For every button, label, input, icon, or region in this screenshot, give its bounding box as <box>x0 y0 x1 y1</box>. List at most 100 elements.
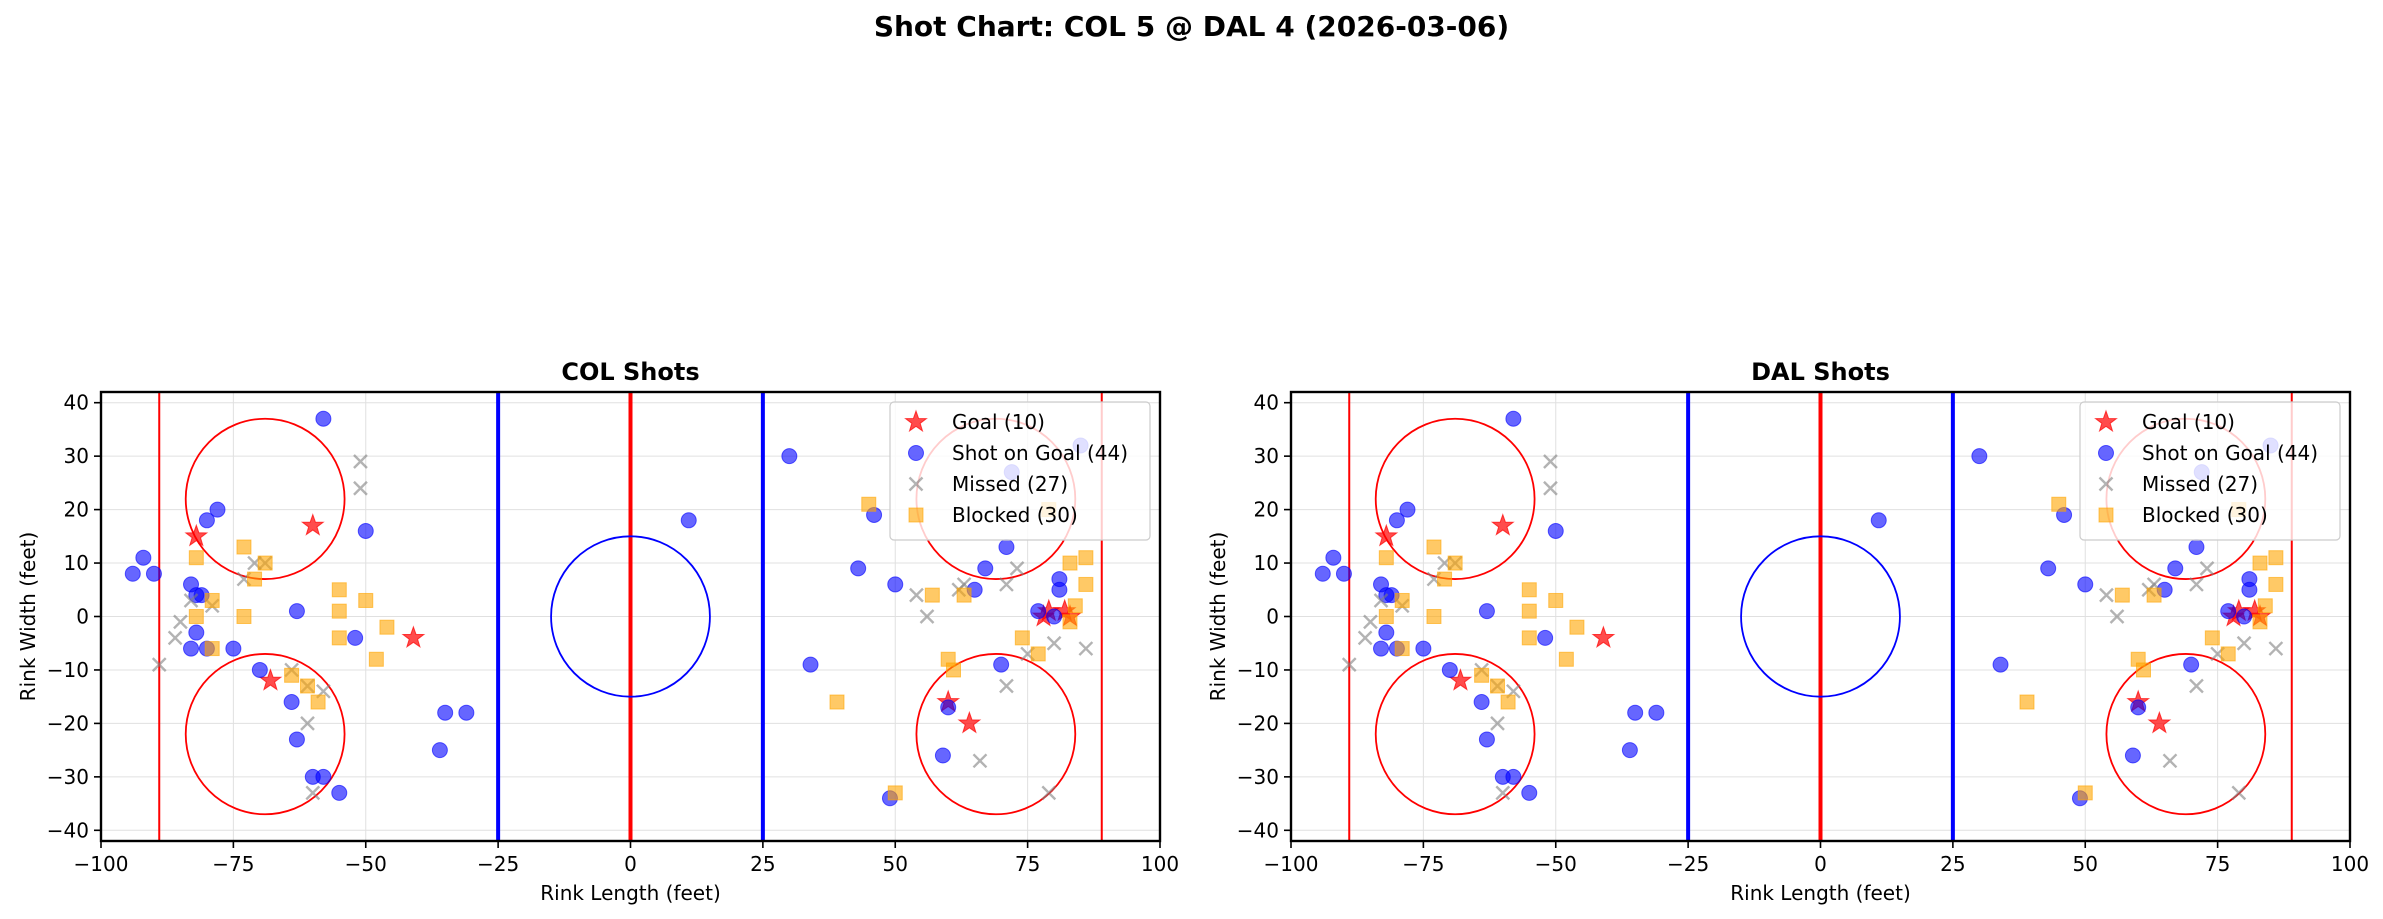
y-tick-label: 30 <box>1254 444 1279 468</box>
missed-marker <box>999 678 1014 694</box>
x-tick-label: −50 <box>1535 852 1577 876</box>
legend-label: Goal (10) <box>952 410 1045 434</box>
goal-legend-marker <box>2094 409 2118 433</box>
shot-on-goal-marker <box>431 742 448 759</box>
missed-marker <box>1543 480 1558 496</box>
shot-on-goal-marker <box>315 768 332 785</box>
blocked-marker <box>1062 614 1078 630</box>
blocked-marker <box>1014 630 1030 646</box>
blocked-marker <box>829 694 845 710</box>
shot-on-goal-legend-marker <box>908 445 924 461</box>
shot-on-goal-marker <box>357 522 374 539</box>
blocked-marker <box>1521 603 1537 619</box>
faceoff-circle <box>1374 417 1536 580</box>
x-tick-label: 50 <box>2073 852 2098 876</box>
shot-on-goal-marker <box>1399 501 1416 518</box>
blocked-marker <box>236 609 252 624</box>
legend-label: Blocked (30) <box>952 503 1078 527</box>
shot-on-goal-marker <box>998 539 1015 556</box>
missed-marker <box>300 716 315 731</box>
x-tick-label: 75 <box>2205 852 2230 876</box>
goal-marker <box>2147 710 2172 734</box>
shot-on-goal-marker <box>2241 571 2258 588</box>
goal-legend-marker <box>904 409 928 433</box>
shot-on-goal-marker <box>2183 656 2200 673</box>
blocked-marker <box>1378 550 1394 566</box>
legend-label: Blocked (30) <box>2142 503 2268 527</box>
blocked-marker <box>1067 598 1083 614</box>
missed-marker <box>183 593 199 608</box>
blocked-marker <box>945 662 961 678</box>
blocked-marker <box>257 555 273 571</box>
shot-on-goal-marker <box>288 731 305 748</box>
shot-on-goal-marker <box>934 747 951 764</box>
y-tick-label: 30 <box>64 444 89 468</box>
missed-marker <box>1543 454 1558 469</box>
goal-marker <box>184 523 209 547</box>
blocked-marker <box>1078 550 1094 566</box>
y-axis-label: Rink Width (feet) <box>16 532 40 702</box>
missed-marker <box>1490 716 1505 731</box>
x-tick-label: −100 <box>74 852 129 876</box>
shot-on-goal-marker <box>1521 784 1538 801</box>
y-tick-label: 20 <box>64 498 89 522</box>
x-axis-label: Rink Length (feet) <box>1730 881 1911 905</box>
shot-on-goal-marker <box>1046 608 1063 625</box>
blocked-marker <box>2135 662 2151 678</box>
missed-marker <box>1341 657 1357 672</box>
missed-marker <box>2231 785 2247 801</box>
missed-marker <box>167 630 183 646</box>
blocked-marker <box>284 667 300 683</box>
plot-panel-1: −100 −75 −50 −25 0 25 50 75 100−40−30−20−1001020… <box>16 358 1179 905</box>
shot-on-goal-marker <box>2188 539 2205 556</box>
blocked-marker <box>1062 555 1078 571</box>
legend: Goal (10) Shot on Goal (44) Missed (27) Blo… <box>889 401 1151 541</box>
missed-marker <box>151 657 167 672</box>
blocked-marker <box>247 571 263 587</box>
blocked-marker <box>1569 619 1585 635</box>
faceoff-circle <box>184 417 346 580</box>
shot-on-goal-marker <box>347 629 364 646</box>
y-tick-label: −20 <box>47 711 89 735</box>
shot-on-goal-marker <box>209 501 226 518</box>
shot-on-goal-marker <box>1478 731 1495 748</box>
figure-title: Shot Chart: COL 5 @ DAL 4 (2026-03-06) <box>873 10 1510 43</box>
missed-marker <box>173 614 188 630</box>
blocked-marker <box>300 678 316 694</box>
x-tick-label: −100 <box>1264 852 1319 876</box>
blocked-marker <box>379 619 395 635</box>
blocked-marker <box>1521 582 1537 598</box>
shot-on-goal-marker <box>2077 576 2094 593</box>
data-points <box>1314 410 2284 807</box>
shot-on-goal-marker <box>188 624 205 641</box>
missed-marker <box>1495 785 1511 801</box>
goal-marker <box>1591 625 1616 649</box>
goal-marker <box>1374 523 1399 547</box>
x-tick-label: 25 <box>750 852 775 876</box>
shot-on-goal-marker <box>1621 742 1638 759</box>
goal-marker <box>401 625 426 649</box>
shot-on-goal-marker <box>251 661 268 678</box>
y-tick-label: −30 <box>1237 765 1279 789</box>
missed-marker <box>1363 614 1378 630</box>
blocked-marker <box>887 785 903 801</box>
blocked-marker <box>2257 598 2273 614</box>
legend-box <box>2079 401 2341 541</box>
shot-on-goal-marker <box>1627 704 1644 721</box>
faceoff-circle <box>2105 653 2267 816</box>
blocked-marker <box>331 630 347 646</box>
blocked-marker <box>204 592 220 608</box>
missed-marker <box>2189 577 2204 592</box>
shot-on-goal-marker <box>2040 560 2057 577</box>
x-tick-label: 75 <box>1015 852 1040 876</box>
goal-marker <box>300 513 325 536</box>
shot-on-goal-marker <box>135 549 152 566</box>
y-tick-label: 10 <box>64 551 89 575</box>
blocked-marker <box>2146 587 2162 603</box>
shot-on-goal-marker <box>1537 629 1554 646</box>
missed-marker <box>2099 587 2114 603</box>
goal-marker <box>957 710 982 734</box>
x-tick-label: −50 <box>345 852 387 876</box>
missed-marker <box>305 785 321 801</box>
shot-on-goal-marker <box>283 694 300 711</box>
